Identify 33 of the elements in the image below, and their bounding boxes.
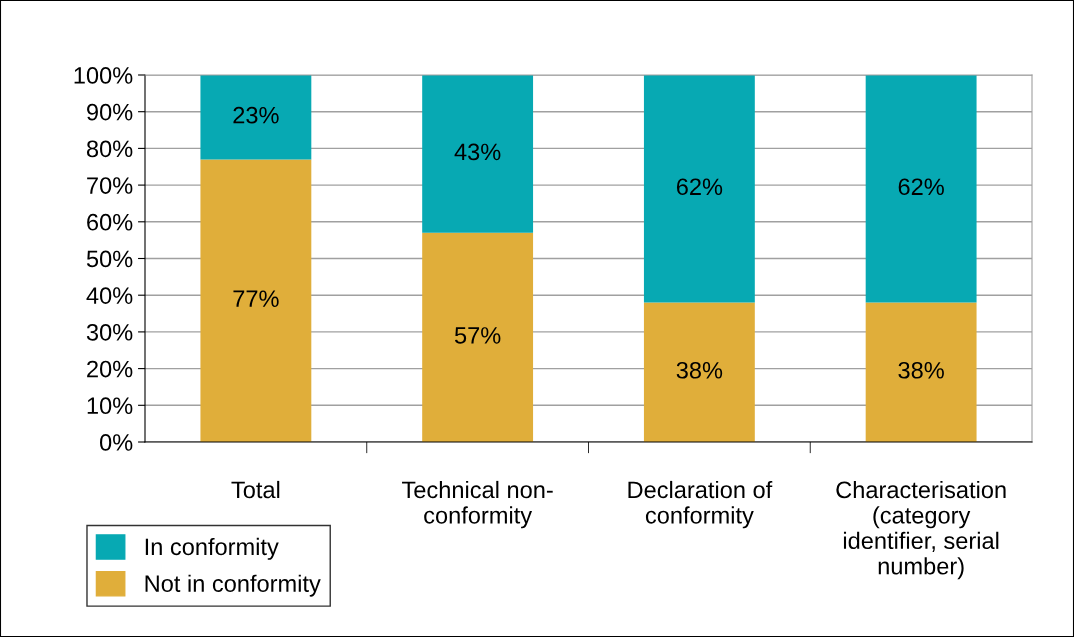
y-tick-label: 50% — [86, 250, 133, 268]
bar — [200, 159, 312, 442]
data-label: 57% — [454, 327, 501, 344]
bar — [643, 75, 755, 303]
y-tick-label: 40% — [86, 287, 133, 304]
legend-label: In conformity — [145, 537, 279, 560]
data-label: 77% — [233, 290, 279, 307]
bar — [865, 302, 977, 442]
y-tick-label: 0% — [99, 434, 133, 451]
bar — [422, 232, 534, 442]
bar — [865, 75, 977, 303]
x-tick-label: Characterisation (category identifier, serial number) — [836, 480, 1006, 580]
y-tick-label: 90% — [87, 103, 133, 121]
data-label: 38% — [676, 361, 723, 379]
data-label: 23% — [233, 106, 279, 124]
data-label: 62% — [676, 178, 723, 196]
y-tick-label: 70% — [87, 177, 133, 194]
y-tick-label: 30% — [86, 323, 133, 341]
data-label: 62% — [898, 178, 944, 196]
y-tick-label: 60% — [87, 213, 133, 231]
data-label: 38% — [898, 361, 944, 379]
y-tick-label: 100% — [74, 67, 133, 84]
x-tick-label: Declaration of conformity — [628, 480, 773, 529]
x-tick-label: Technical non- conformity — [402, 480, 553, 529]
y-tick-label: 20% — [87, 360, 133, 378]
x-tick-label: Total — [231, 480, 280, 499]
data-label: 43% — [454, 143, 501, 161]
y-tick-label: 80% — [86, 140, 133, 158]
legend-label: Not in conformity — [145, 574, 321, 597]
bar — [200, 75, 312, 160]
y-tick-label: 10% — [87, 397, 133, 415]
bar — [422, 75, 534, 233]
bar — [643, 302, 755, 442]
